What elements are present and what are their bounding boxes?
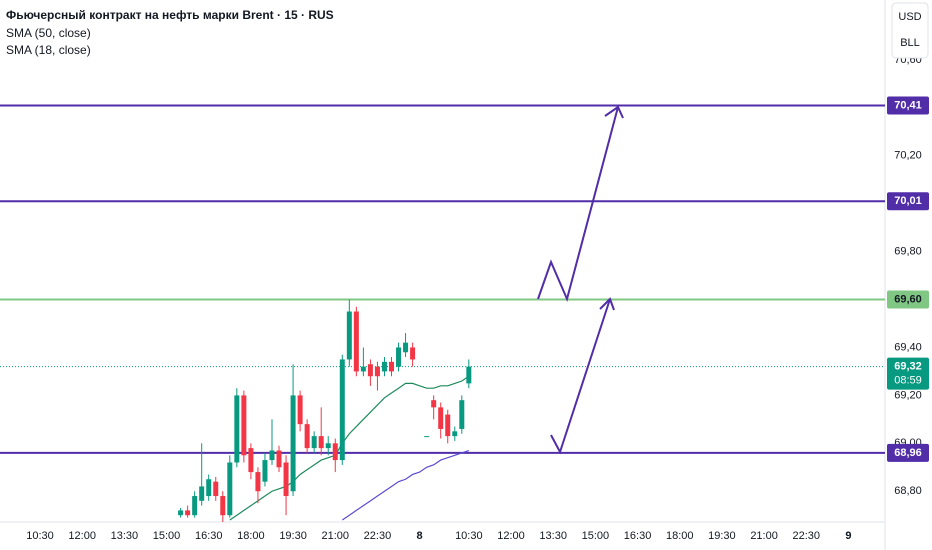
level-label-box [887,290,929,309]
level-label: 70,01 [894,195,922,207]
x-tick-label: 21:00 [750,530,778,542]
x-tick-label: 10:30 [26,530,54,542]
candle-body [353,311,359,372]
candle-body [445,414,451,437]
candle-body [269,450,275,461]
x-tick-label: 15:00 [582,530,610,542]
level-label-box [887,96,929,115]
candle-body [396,347,402,367]
arrow-head [599,297,615,311]
x-tick-label: 19:30 [279,530,307,542]
chart-title: Фьючерсный контракт на нефть марки Brent… [6,8,334,22]
candle-body [290,395,296,492]
legend-entry: SMA (50, close) [6,26,91,40]
candle-body [403,342,409,353]
candle-body [410,347,416,360]
last-price-label: 69,32 [894,361,922,373]
candle-body [262,460,268,482]
candle-body [192,496,198,516]
legend-entry: SMA (18, close) [6,43,91,57]
candle-body [438,407,444,429]
x-tick-label: 18:00 [237,530,265,542]
sma-line [341,449,470,521]
x-tick-label: 8 [417,530,423,542]
candle-body [381,361,387,372]
candle-body [346,311,352,360]
candle-body [374,366,380,377]
candle-body [248,448,254,473]
y-tick-label: 69,20 [894,389,922,401]
x-tick-label: 9 [845,530,851,542]
drawings [537,105,624,455]
candle-body [311,436,317,449]
candle-body [325,443,331,449]
last-price-box [887,357,929,390]
x-tick-label: 12:00 [497,530,525,542]
candle-body [304,424,310,449]
x-tick-label: 19:30 [708,530,736,542]
y-tick-label: 70,20 [894,150,922,162]
currency-box[interactable] [891,2,929,59]
candle-body [452,431,458,437]
currency[interactable]: USD [898,11,921,23]
candle-body [431,400,437,408]
candle-body [255,472,261,492]
x-tick-label: 10:30 [455,530,483,542]
unit[interactable]: BLL [900,37,920,49]
countdown: 08:59 [894,375,922,387]
candle-body [213,481,219,497]
y-tick-label: 69,80 [894,246,922,258]
candle-body [367,364,373,377]
candle-body [360,366,366,372]
forecast-arrow [550,298,611,455]
level-label-box [887,192,929,211]
x-tick-label: 13:30 [111,530,139,542]
x-tick-label: 18:00 [666,530,694,542]
x-tick-label: 21:00 [321,530,349,542]
level-label: 68,96 [894,447,922,459]
y-tick-label: 68,80 [894,485,922,497]
axis-labels: 10:30 12:00 13:30 15:00 16:30 18:00 19:30 21:00… [26,96,929,542]
sma-line [229,375,470,521]
candle-body [199,486,205,501]
candle-body [220,496,226,516]
x-tick-label: 22:30 [793,530,821,542]
candle-body [466,366,472,384]
level-label-box [887,443,929,462]
candle-body [332,443,338,461]
level-label: 70,41 [894,99,922,111]
candle-body [459,400,465,429]
x-tick-label: 12:00 [68,530,96,542]
forecast-arrow [537,106,619,303]
candle-body [339,359,345,461]
candle-body [276,450,282,468]
candle-body [283,462,289,497]
x-tick-label: 15:00 [153,530,181,542]
arrow-head [604,105,624,119]
candle-body [389,361,394,372]
candle-body [241,395,247,456]
candle-body [206,479,212,497]
plot-area [0,104,885,522]
x-tick-label: 22:30 [364,530,392,542]
x-tick-label: 16:30 [195,530,223,542]
candle-body [227,462,233,516]
y-tick-label: 69,40 [894,341,922,353]
candle-body [297,395,303,425]
candle-body [318,436,324,449]
x-tick-label: 16:30 [624,530,652,542]
level-label: 69,60 [894,293,922,305]
candle-body [185,510,191,516]
candle-body [424,436,430,438]
candle-body [234,395,240,463]
candle-body [178,510,184,516]
x-tick-label: 13:30 [539,530,567,542]
